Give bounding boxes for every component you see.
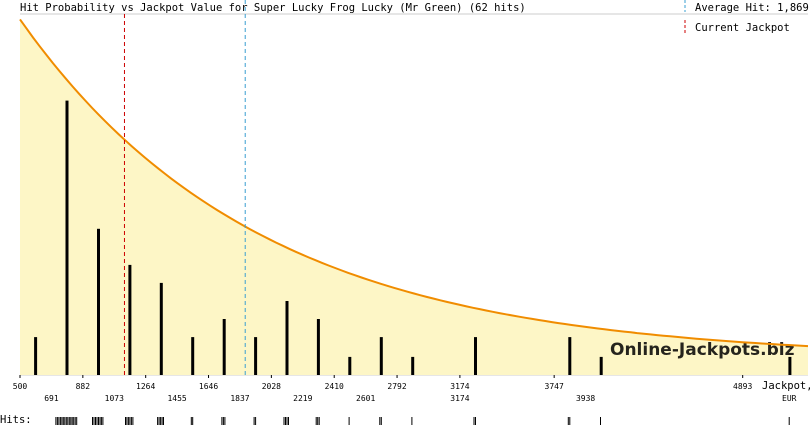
x-tick-label: 1646 [199,382,218,391]
x-tick-label: 3174 [450,382,469,391]
x-tick-label: 2410 [325,382,344,391]
hit-bar [285,301,289,375]
x-tick-label: 1264 [136,382,155,391]
hit-bar [568,337,572,375]
probability-curve [19,18,809,348]
x-tick-label: 1073 [105,394,124,403]
hit-bar [411,356,415,375]
hits-row-label: Hits: [0,414,32,425]
legend-current-jackpot-label: Current Jackpot [695,22,790,34]
legend: Average Hit: 1,869 Current Jackpot [684,0,809,34]
x-tick-label: 2601 [356,394,375,403]
x-tick-label: 4893 [733,382,752,391]
hit-bar [128,264,132,375]
x-tick-label: 691 [44,394,59,403]
x-axis-label: Jackpot, [762,380,810,392]
x-tick-label: 1455 [167,394,186,403]
hit-bar [474,337,477,375]
x-tick-label: 1837 [230,394,249,403]
x-tick-label: 882 [76,382,91,391]
hit-bar [65,100,69,375]
hit-bar [159,282,163,375]
x-axis-unit: EUR [782,394,797,403]
hit-bar [788,356,792,375]
probability-area [20,19,808,376]
x-tick-label: 2219 [293,394,312,403]
hit-bar [222,319,226,375]
x-tick-label: 3174 [450,394,469,403]
hit-bar [191,337,195,375]
hit-bar [348,356,352,375]
hit-bar [379,337,383,375]
x-tick-label: 3938 [576,394,595,403]
chart-title: Hit Probability vs Jackpot Value for Sup… [20,2,526,14]
hit-bar [34,337,38,375]
x-tick-label: 2792 [387,382,406,391]
legend-average-hit-label: Average Hit: 1,869 [695,2,809,14]
x-tick-label: 500 [13,382,28,391]
x-tick-label: 2028 [262,382,281,391]
x-tick-label: 3747 [545,382,564,391]
hit-bar [316,319,320,375]
hit-bar [254,337,258,375]
hit-bar [97,228,100,375]
watermark-text: Online-Jackpots.biz [610,340,795,360]
hits-strip [55,417,790,425]
hit-bar [599,356,603,375]
